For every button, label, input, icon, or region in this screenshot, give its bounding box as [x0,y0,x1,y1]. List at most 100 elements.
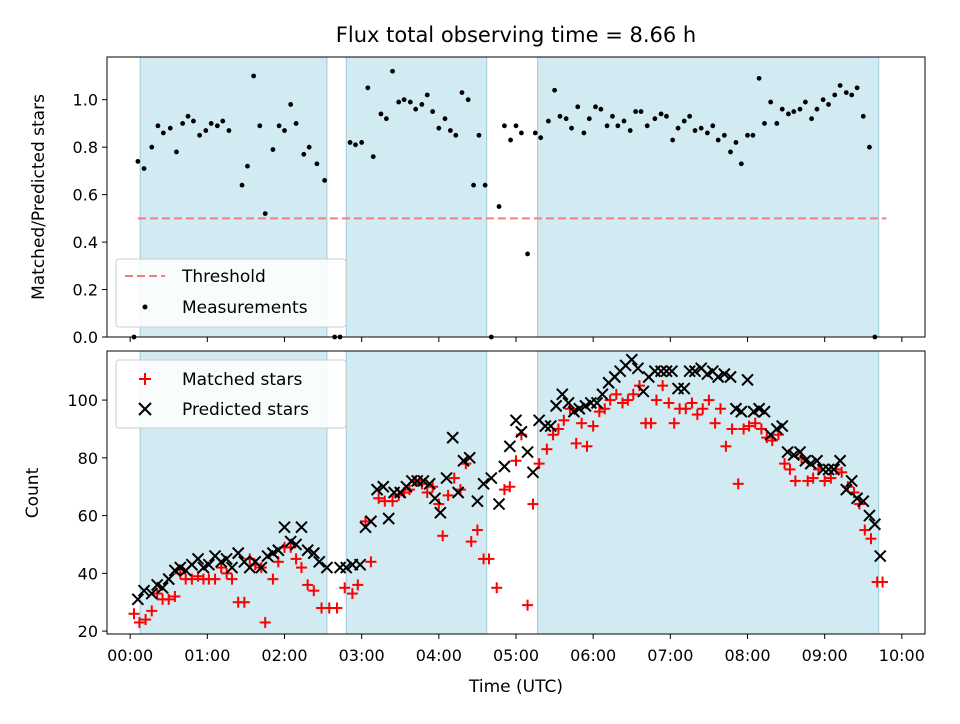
measurement-point [774,121,780,126]
measurement-point [786,111,791,117]
predicted-star-point [428,492,442,505]
predicted-star-point [654,365,668,378]
predicted-star-point [382,512,395,525]
matched-star-point [587,420,599,432]
predicted-star-point [718,367,731,381]
measurement-point [738,161,744,167]
predicted-star-point [289,538,303,551]
matched-star-point [581,440,593,452]
predicted-star-point [804,457,817,470]
predicted-star-point [353,558,367,571]
measurement-point [347,140,353,145]
predicted-star-point [515,425,528,439]
measurement-point [496,204,502,209]
predicted-star-point [822,463,835,476]
measurement-point [197,132,203,138]
predicted-star-point [810,454,824,467]
measurement-point [293,121,299,126]
y-tick-label: 0.4 [73,233,98,252]
matched-star-point [346,588,358,600]
measurement-point [203,128,209,133]
measurement-point [245,163,250,169]
predicted-star-point [526,466,540,479]
predicted-star-point [503,440,517,453]
predicted-star-point [816,463,830,476]
measurement-point [756,75,762,81]
x-tick-label: 03:00 [339,646,385,665]
measurement-point [728,149,733,155]
measurement-point [141,166,147,171]
measurement-point [563,116,569,122]
measurement-point [687,113,693,119]
measurement-point [174,149,179,155]
measurement-point [160,130,166,136]
measurement-point [627,128,633,133]
measurement-point [762,121,767,126]
predicted-star-point [492,497,506,511]
measurement-point [814,106,820,112]
predicted-star-point [457,454,470,467]
predicted-star-point [320,561,334,574]
predicted-star-point [405,474,419,488]
y-tick-label: 40 [78,564,98,583]
predicted-star-point [137,584,151,597]
matched-star-point [226,573,238,585]
matched-star-point [169,590,181,602]
measurement-point [282,128,287,133]
matched-star-point [610,388,622,400]
measurement-point [448,128,453,133]
matched-star-point [865,533,877,545]
measurement-point [155,123,161,129]
measurement-point [849,92,855,98]
predicted-star-point [573,402,586,415]
matched-star-point [622,394,634,406]
y-tick-label: 80 [78,449,98,468]
x-tick-label: 10:00 [879,646,925,665]
matched-star-point [784,463,796,475]
predicted-star-point [735,405,748,418]
measurement-point [593,104,598,110]
x-tick-label: 04:00 [416,646,462,665]
matched-star-point [302,579,314,591]
predicted-star-point [521,445,534,459]
measurement-point [704,130,710,136]
predicted-stars-points [131,353,887,606]
matched-star-point [339,582,351,594]
predicted-star-point [440,471,453,485]
matched-star-point [465,536,477,548]
observing-interval-shade [537,350,880,635]
matched-star-point [819,475,831,487]
matched-star-point [437,530,449,542]
matched-star-point [627,388,639,400]
y-tick-label: 1.0 [73,91,98,110]
legend-threshold-label: Threshold [181,267,266,287]
matched-star-point [570,437,582,449]
measurement-point [407,99,413,105]
matched-star-point [877,576,889,588]
predicted-star-point [660,365,673,378]
predicted-star-point [857,494,870,508]
predicted-star-point [596,388,609,401]
measurement-point [413,106,419,112]
x-tick-label: 05:00 [493,646,539,665]
predicted-star-point [156,581,169,595]
matched-star-point [680,403,692,415]
predicted-star-point [477,477,490,491]
measurement-point [860,113,866,119]
measurement-point [353,142,358,148]
matched-star-point [290,553,302,565]
predicted-star-point [377,480,390,493]
bottom-y-ticks: 20 40 60 80 100 [67,391,107,641]
bottom-y-axis-label: Count [23,467,43,518]
observing-interval-shade [537,56,880,338]
matched-star-point [720,440,732,452]
matched-star-point [387,495,399,507]
matched-star-point [186,573,198,585]
measurement-point [615,123,621,129]
x-tick-label: 09:00 [802,646,848,665]
matched-star-point [504,481,516,493]
measurement-point [322,177,328,183]
matched-star-point [373,492,385,504]
predicted-star-point [539,419,552,433]
measurement-point [370,154,376,160]
